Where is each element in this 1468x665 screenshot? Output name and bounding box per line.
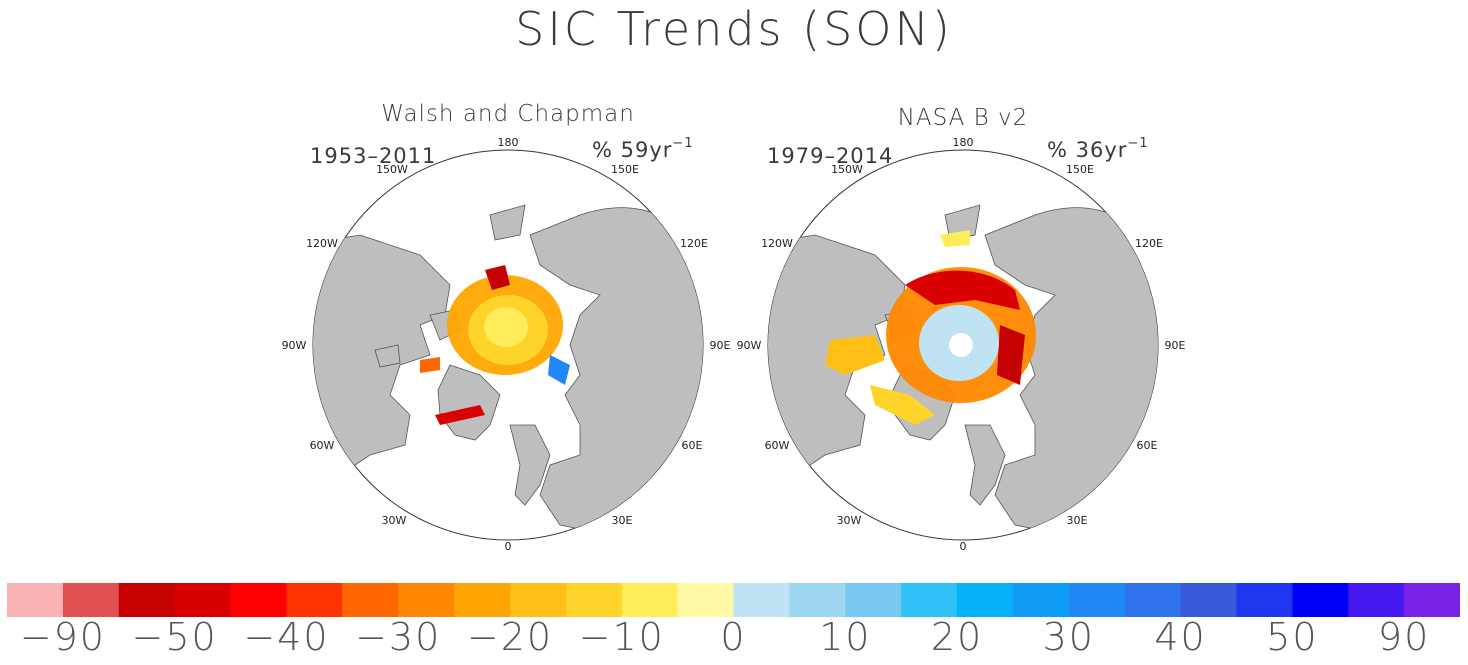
polar-map: Walsh and Chapman 1953–2011 % 59yr−1 (282, 101, 731, 553)
colorbar-tick-label: 40 (1154, 615, 1207, 659)
lon-label-60w: 60W (765, 439, 790, 452)
colorbar-swatch (286, 583, 343, 617)
panel-title: NASA B v2 (898, 105, 1029, 131)
colorbar-swatch (118, 583, 176, 617)
map-panel-walsh-chapman: Walsh and Chapman 1953–2011 % 59yr−1 (280, 95, 740, 565)
colorbar-swatch (454, 583, 511, 617)
colorbar-tick-label: 0 (720, 615, 747, 659)
colorbar-swatch (1348, 583, 1405, 617)
lon-label-0: 0 (505, 540, 512, 553)
colorbar-swatch (789, 583, 846, 617)
colorbar-tick-label: 90 (1377, 615, 1431, 659)
colorbar-tick-label: −40 (243, 615, 330, 659)
panel-title: Walsh and Chapman (381, 101, 635, 127)
lon-label-180: 180 (498, 136, 519, 149)
colorbar-swatch (398, 583, 455, 617)
lon-label-60e: 60E (1137, 439, 1158, 452)
colorbar-swatch (230, 583, 287, 617)
colorbar-tick-label: 30 (1042, 615, 1095, 659)
colorbar-tick-label: 50 (1266, 615, 1319, 659)
colorbar-swatch (733, 583, 790, 617)
lon-label-150e: 150E (611, 163, 639, 176)
lon-label-60e: 60E (682, 439, 703, 452)
lon-label-150w: 150W (831, 163, 863, 176)
colorbar-swatch (1292, 583, 1349, 617)
colorbar-swatch (1124, 583, 1182, 617)
sic-trend-field (825, 230, 1036, 425)
colorbar-swatch (509, 583, 567, 617)
lon-label-60w: 60W (310, 439, 335, 452)
lon-label-150w: 150W (376, 163, 408, 176)
map-panel-nasa-b-v2: NASA B v2 1979–2014 % 36yr−1 180 150E (735, 95, 1195, 565)
panel-trend-unit: % 59yr−1 (592, 136, 694, 162)
lon-label-90e: 90E (710, 339, 731, 352)
lon-label-120e: 120E (680, 237, 708, 250)
colorbar-swatch (62, 583, 120, 617)
colorbar-swatch (174, 583, 232, 617)
panel-period: 1979–2014 (767, 144, 893, 168)
lon-label-30w: 30W (837, 514, 862, 527)
lon-label-0: 0 (960, 540, 967, 553)
lon-label-90e: 90E (1165, 339, 1186, 352)
chart-title: SIC Trends (SON) (515, 2, 953, 56)
lon-label-30e: 30E (1067, 514, 1088, 527)
colorbar-swatch (1068, 583, 1126, 617)
panel-period: 1953–2011 (310, 144, 436, 168)
colorbar-swatch (1180, 583, 1237, 617)
panel-trend-unit: % 36yr−1 (1047, 136, 1149, 162)
colorbar-swatch (1012, 583, 1070, 617)
colorbar-tick-label: −10 (578, 615, 665, 659)
lon-label-120w: 120W (306, 237, 338, 250)
colorbar-tick-label: −50 (131, 615, 218, 659)
colorbar-tick-label: −20 (466, 615, 554, 659)
colorbar-swatch (342, 583, 399, 617)
polar-map: NASA B v2 1979–2014 % 36yr−1 180 150E (737, 105, 1186, 553)
colorbar-swatch (1236, 583, 1293, 617)
colorbar-tick-label: 10 (819, 615, 872, 659)
lon-label-120w: 120W (761, 237, 793, 250)
colorbar-tick-label: 20 (930, 615, 984, 659)
colorbar-labels: −90 −50 −40 −30 −20 −10 0 10 20 30 40 50 90 (0, 615, 1468, 665)
lon-label-90w: 90W (282, 339, 307, 352)
lon-label-180: 180 (953, 136, 974, 149)
lon-label-150e: 150E (1066, 163, 1094, 176)
sic-trend-field (420, 265, 570, 425)
lon-label-30e: 30E (612, 514, 633, 527)
colorbar-swatch (957, 583, 1014, 617)
colorbar-swatch (677, 583, 734, 617)
colorbar (7, 583, 1460, 617)
colorbar-swatch (621, 583, 679, 617)
colorbar-swatch (7, 583, 64, 617)
colorbar-swatch (901, 583, 958, 617)
lon-label-120e: 120E (1135, 237, 1163, 250)
colorbar-swatch (1404, 583, 1460, 617)
colorbar-swatch (565, 583, 623, 617)
colorbar-tick-label: −30 (355, 615, 442, 659)
colorbar-swatch (845, 583, 902, 617)
lon-label-30w: 30W (382, 514, 407, 527)
colorbar-tick-label: −90 (19, 615, 106, 659)
lon-label-90w: 90W (737, 339, 762, 352)
